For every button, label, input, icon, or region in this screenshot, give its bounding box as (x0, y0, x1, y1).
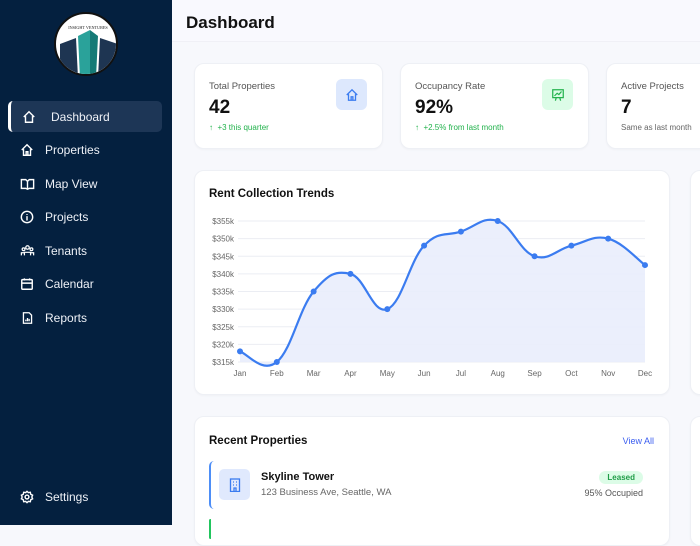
rent-chart-card: Rent Collection Trends $315k $320k $325k $3… (194, 170, 670, 395)
y-tick-label: $355k (212, 217, 235, 226)
stat-trend-text: +3 this quarter (217, 123, 269, 132)
sidebar-item-calendar[interactable]: Calendar (8, 268, 162, 299)
y-tick-label: $335k (212, 288, 235, 297)
x-tick-label: Apr (344, 369, 357, 378)
arrow-up-icon: ↑ (209, 123, 213, 132)
y-tick-label: $325k (212, 323, 235, 332)
sidebar: INSIGHT VENTURES Dashboard Properties Ma… (0, 0, 172, 525)
rent-chart: $315k $320k $325k $330k $335k $340k $345k $350k… (212, 217, 652, 378)
gear-icon (19, 489, 35, 505)
property-address: 123 Business Ave, Seattle, WA (261, 487, 392, 498)
building-icon (219, 469, 250, 500)
data-point (494, 218, 501, 224)
y-tick-label: $315k (212, 358, 235, 367)
sidebar-item-map-view[interactable]: Map View (8, 168, 162, 199)
data-point (568, 242, 575, 249)
sidebar-item-label: Dashboard (51, 109, 110, 124)
house-icon (336, 79, 367, 110)
sidebar-item-label: Tenants (45, 243, 88, 258)
stat-card-active-projects: Active Projects 7 Same as last month (606, 63, 700, 149)
status-badge: Leased (599, 471, 643, 484)
header: Dashboard (172, 0, 700, 42)
page-title: Dashboard (186, 13, 275, 32)
side-card (690, 416, 700, 546)
data-point (347, 270, 354, 277)
x-tick-label: May (380, 369, 395, 378)
property-list-item[interactable]: Skyline Tower 123 Business Ave, Seattle,… (209, 461, 657, 509)
presentation-chart-icon (542, 79, 573, 110)
view-all-link[interactable]: View All (622, 436, 654, 446)
data-point (384, 306, 391, 313)
house-icon (19, 142, 35, 158)
stat-trend-text: Same as last month (621, 123, 692, 132)
data-point (605, 235, 612, 242)
data-point (237, 348, 243, 355)
info-icon (19, 209, 35, 225)
stat-value: 7 (621, 97, 632, 118)
stat-value: 42 (209, 97, 231, 118)
stat-label: Occupancy Rate (415, 81, 486, 92)
logo: INSIGHT VENTURES (54, 12, 118, 76)
data-point (642, 262, 648, 269)
data-point (421, 242, 428, 249)
x-tick-label: Dec (638, 369, 652, 378)
recent-properties-card: Recent Properties View All Skyline Tower… (194, 416, 670, 546)
report-icon (19, 310, 35, 326)
data-point (310, 288, 317, 295)
y-tick-label: $350k (212, 235, 235, 244)
stat-value: 92% (415, 97, 454, 118)
stat-label: Active Projects (621, 81, 684, 92)
data-point (273, 359, 280, 365)
x-tick-label: Jun (418, 369, 431, 378)
x-tick-label: Sep (527, 369, 542, 378)
y-tick-label: $340k (212, 270, 235, 279)
y-tick-label: $320k (212, 340, 235, 349)
x-tick-label: Feb (270, 369, 284, 378)
y-tick-label: $345k (212, 252, 235, 261)
sidebar-item-label: Reports (45, 310, 88, 325)
chart-title: Rent Collection Trends (209, 188, 335, 200)
arrow-up-icon: ↑ (415, 123, 419, 132)
x-tick-label: Mar (307, 369, 321, 378)
sidebar-item-label: Map View (45, 176, 98, 191)
side-card (690, 170, 700, 395)
x-tick-label: Oct (565, 369, 578, 378)
data-point (457, 228, 464, 235)
x-tick-label: Jan (234, 369, 247, 378)
y-tick-label: $330k (212, 305, 235, 314)
stat-label: Total Properties (209, 81, 276, 92)
x-tick-label: Nov (601, 369, 615, 378)
sidebar-item-properties[interactable]: Properties (8, 134, 162, 165)
property-name: Skyline Tower (261, 471, 335, 483)
sidebar-item-settings[interactable]: Settings (8, 481, 162, 512)
map-icon (19, 176, 35, 192)
sidebar-item-label: Calendar (45, 276, 94, 291)
home-icon (21, 109, 37, 125)
calendar-icon (19, 276, 35, 292)
stat-trend: ↑ +2.5% from last month (415, 123, 504, 132)
stat-card-total-properties: Total Properties 42 ↑ +3 this quarter (194, 63, 383, 149)
stat-trend: ↑ +3 this quarter (209, 123, 269, 132)
sidebar-item-label: Projects (45, 209, 89, 224)
x-tick-label: Aug (491, 369, 505, 378)
section-title: Recent Properties (209, 435, 308, 447)
area-fill (240, 219, 645, 366)
data-point (531, 253, 538, 260)
sidebar-item-label: Settings (45, 489, 89, 504)
stat-trend-text: +2.5% from last month (423, 123, 504, 132)
sidebar-item-label: Properties (45, 142, 100, 157)
occupancy-text: 95% Occupied (584, 488, 643, 498)
sidebar-item-projects[interactable]: Projects (8, 201, 162, 232)
users-icon (19, 243, 35, 259)
sidebar-item-dashboard[interactable]: Dashboard (8, 101, 162, 132)
stat-card-occupancy-rate: Occupancy Rate 92% ↑ +2.5% from last mon… (400, 63, 589, 149)
sidebar-item-tenants[interactable]: Tenants (8, 235, 162, 266)
property-list-item[interactable] (209, 519, 212, 539)
svg-text:INSIGHT VENTURES: INSIGHT VENTURES (68, 25, 108, 30)
sidebar-item-reports[interactable]: Reports (8, 302, 162, 333)
x-tick-label: Jul (456, 369, 466, 378)
